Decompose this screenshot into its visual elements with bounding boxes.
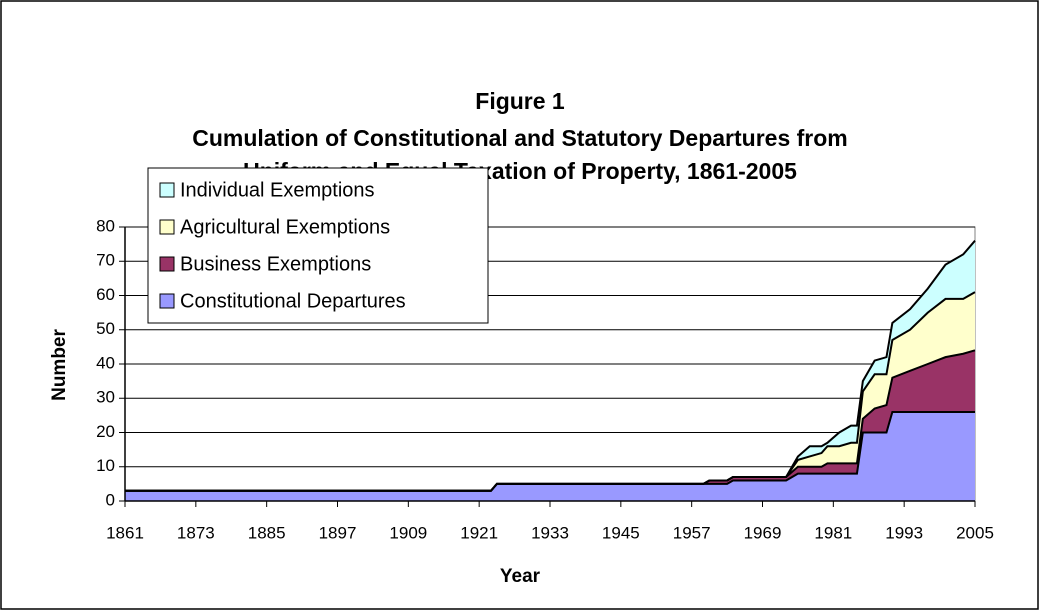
chart-title: Cumulation of Constitutional and Statuto… bbox=[192, 125, 848, 151]
legend-swatch bbox=[159, 219, 175, 235]
y-tick-label: 30 bbox=[96, 388, 115, 407]
y-tick-label: 80 bbox=[96, 216, 115, 235]
x-tick-label: 1933 bbox=[531, 523, 569, 542]
legend-label: Individual Exemptions bbox=[180, 179, 375, 201]
legend-label: Agricultural Exemptions bbox=[180, 216, 390, 238]
x-tick-label: 1969 bbox=[744, 523, 782, 542]
x-tick-label: 1945 bbox=[602, 523, 640, 542]
area-outline bbox=[125, 410, 975, 492]
x-tick-label: 2005 bbox=[956, 523, 994, 542]
x-tick-label: 1909 bbox=[389, 523, 427, 542]
legend-label: Constitutional Departures bbox=[180, 290, 406, 312]
y-tick-label: 20 bbox=[96, 422, 115, 441]
x-tick-label: 1861 bbox=[106, 523, 144, 542]
y-tick-label: 60 bbox=[96, 285, 115, 304]
y-tick-label: 70 bbox=[96, 251, 115, 270]
legend-swatch bbox=[159, 256, 175, 272]
x-tick-label: 1873 bbox=[177, 523, 215, 542]
x-tick-label: 1993 bbox=[885, 523, 923, 542]
legend-swatch bbox=[159, 293, 175, 309]
x-tick-label: 1957 bbox=[673, 523, 711, 542]
legend-label: Business Exemptions bbox=[180, 253, 371, 275]
area-outline bbox=[125, 240, 976, 492]
legend-swatch bbox=[159, 182, 175, 198]
x-tick-label: 1897 bbox=[319, 523, 357, 542]
x-tick-label: 1981 bbox=[814, 523, 852, 542]
y-tick-label: 40 bbox=[96, 353, 115, 372]
y-tick-label: 10 bbox=[96, 456, 115, 475]
y-tick-label: 0 bbox=[106, 490, 115, 509]
x-tick-label: 1921 bbox=[460, 523, 498, 542]
legend bbox=[147, 167, 489, 324]
y-axis-label: Number bbox=[49, 329, 70, 401]
y-tick-label: 50 bbox=[96, 319, 115, 338]
x-axis-label: Year bbox=[500, 566, 541, 587]
chart-title: Figure 1 bbox=[475, 88, 565, 114]
x-tick-label: 1885 bbox=[248, 523, 286, 542]
